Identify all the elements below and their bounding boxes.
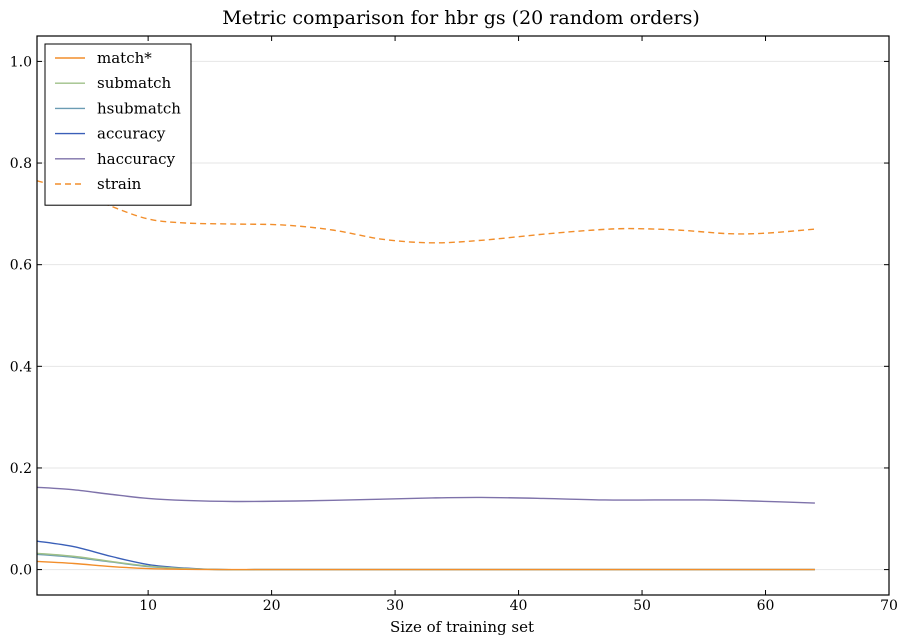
series-line-strain — [37, 180, 815, 244]
y-tick-label: 0.4 — [10, 359, 32, 375]
y-tick-label: 0.6 — [10, 258, 32, 274]
x-tick-label: 60 — [757, 598, 775, 614]
legend-label-hsubmatch: hsubmatch — [97, 99, 181, 117]
x-tick-label: 70 — [880, 598, 898, 614]
legend-label-submatch: submatch — [97, 74, 172, 92]
x-tick-label: 40 — [510, 598, 528, 614]
axis-ticks: 10 20 30 40 50 60 70 0.0 0.2 0.4 0.6 0.8 1.0 — [10, 36, 898, 614]
x-tick-label: 20 — [263, 598, 281, 614]
legend-box — [44, 43, 192, 206]
plot-area-frame — [36, 35, 890, 596]
y-tick-label: 0.2 — [10, 461, 32, 477]
plot-series — [37, 180, 815, 571]
legend-label-match: match* — [97, 49, 152, 67]
x-tick-label: 10 — [139, 598, 157, 614]
x-tick-label: 50 — [633, 598, 651, 614]
y-tick-label: 1.0 — [10, 54, 32, 70]
chart-title: Metric comparison for hbr gs (20 random … — [222, 7, 700, 29]
legend-label-accuracy: accuracy — [97, 125, 166, 143]
legend-label-strain: strain — [97, 175, 142, 193]
x-axis-label: Size of training set — [390, 618, 534, 636]
series-line-match — [37, 560, 815, 571]
legend-label-haccuracy: haccuracy — [97, 150, 176, 168]
series-line-haccuracy — [37, 486, 815, 504]
y-tick-label: 0.0 — [10, 563, 32, 579]
x-tick-label: 30 — [386, 598, 404, 614]
legend: match* submatch hsubmatch accuracy haccuracy… — [44, 43, 192, 206]
y-tick-label: 0.8 — [10, 156, 32, 172]
